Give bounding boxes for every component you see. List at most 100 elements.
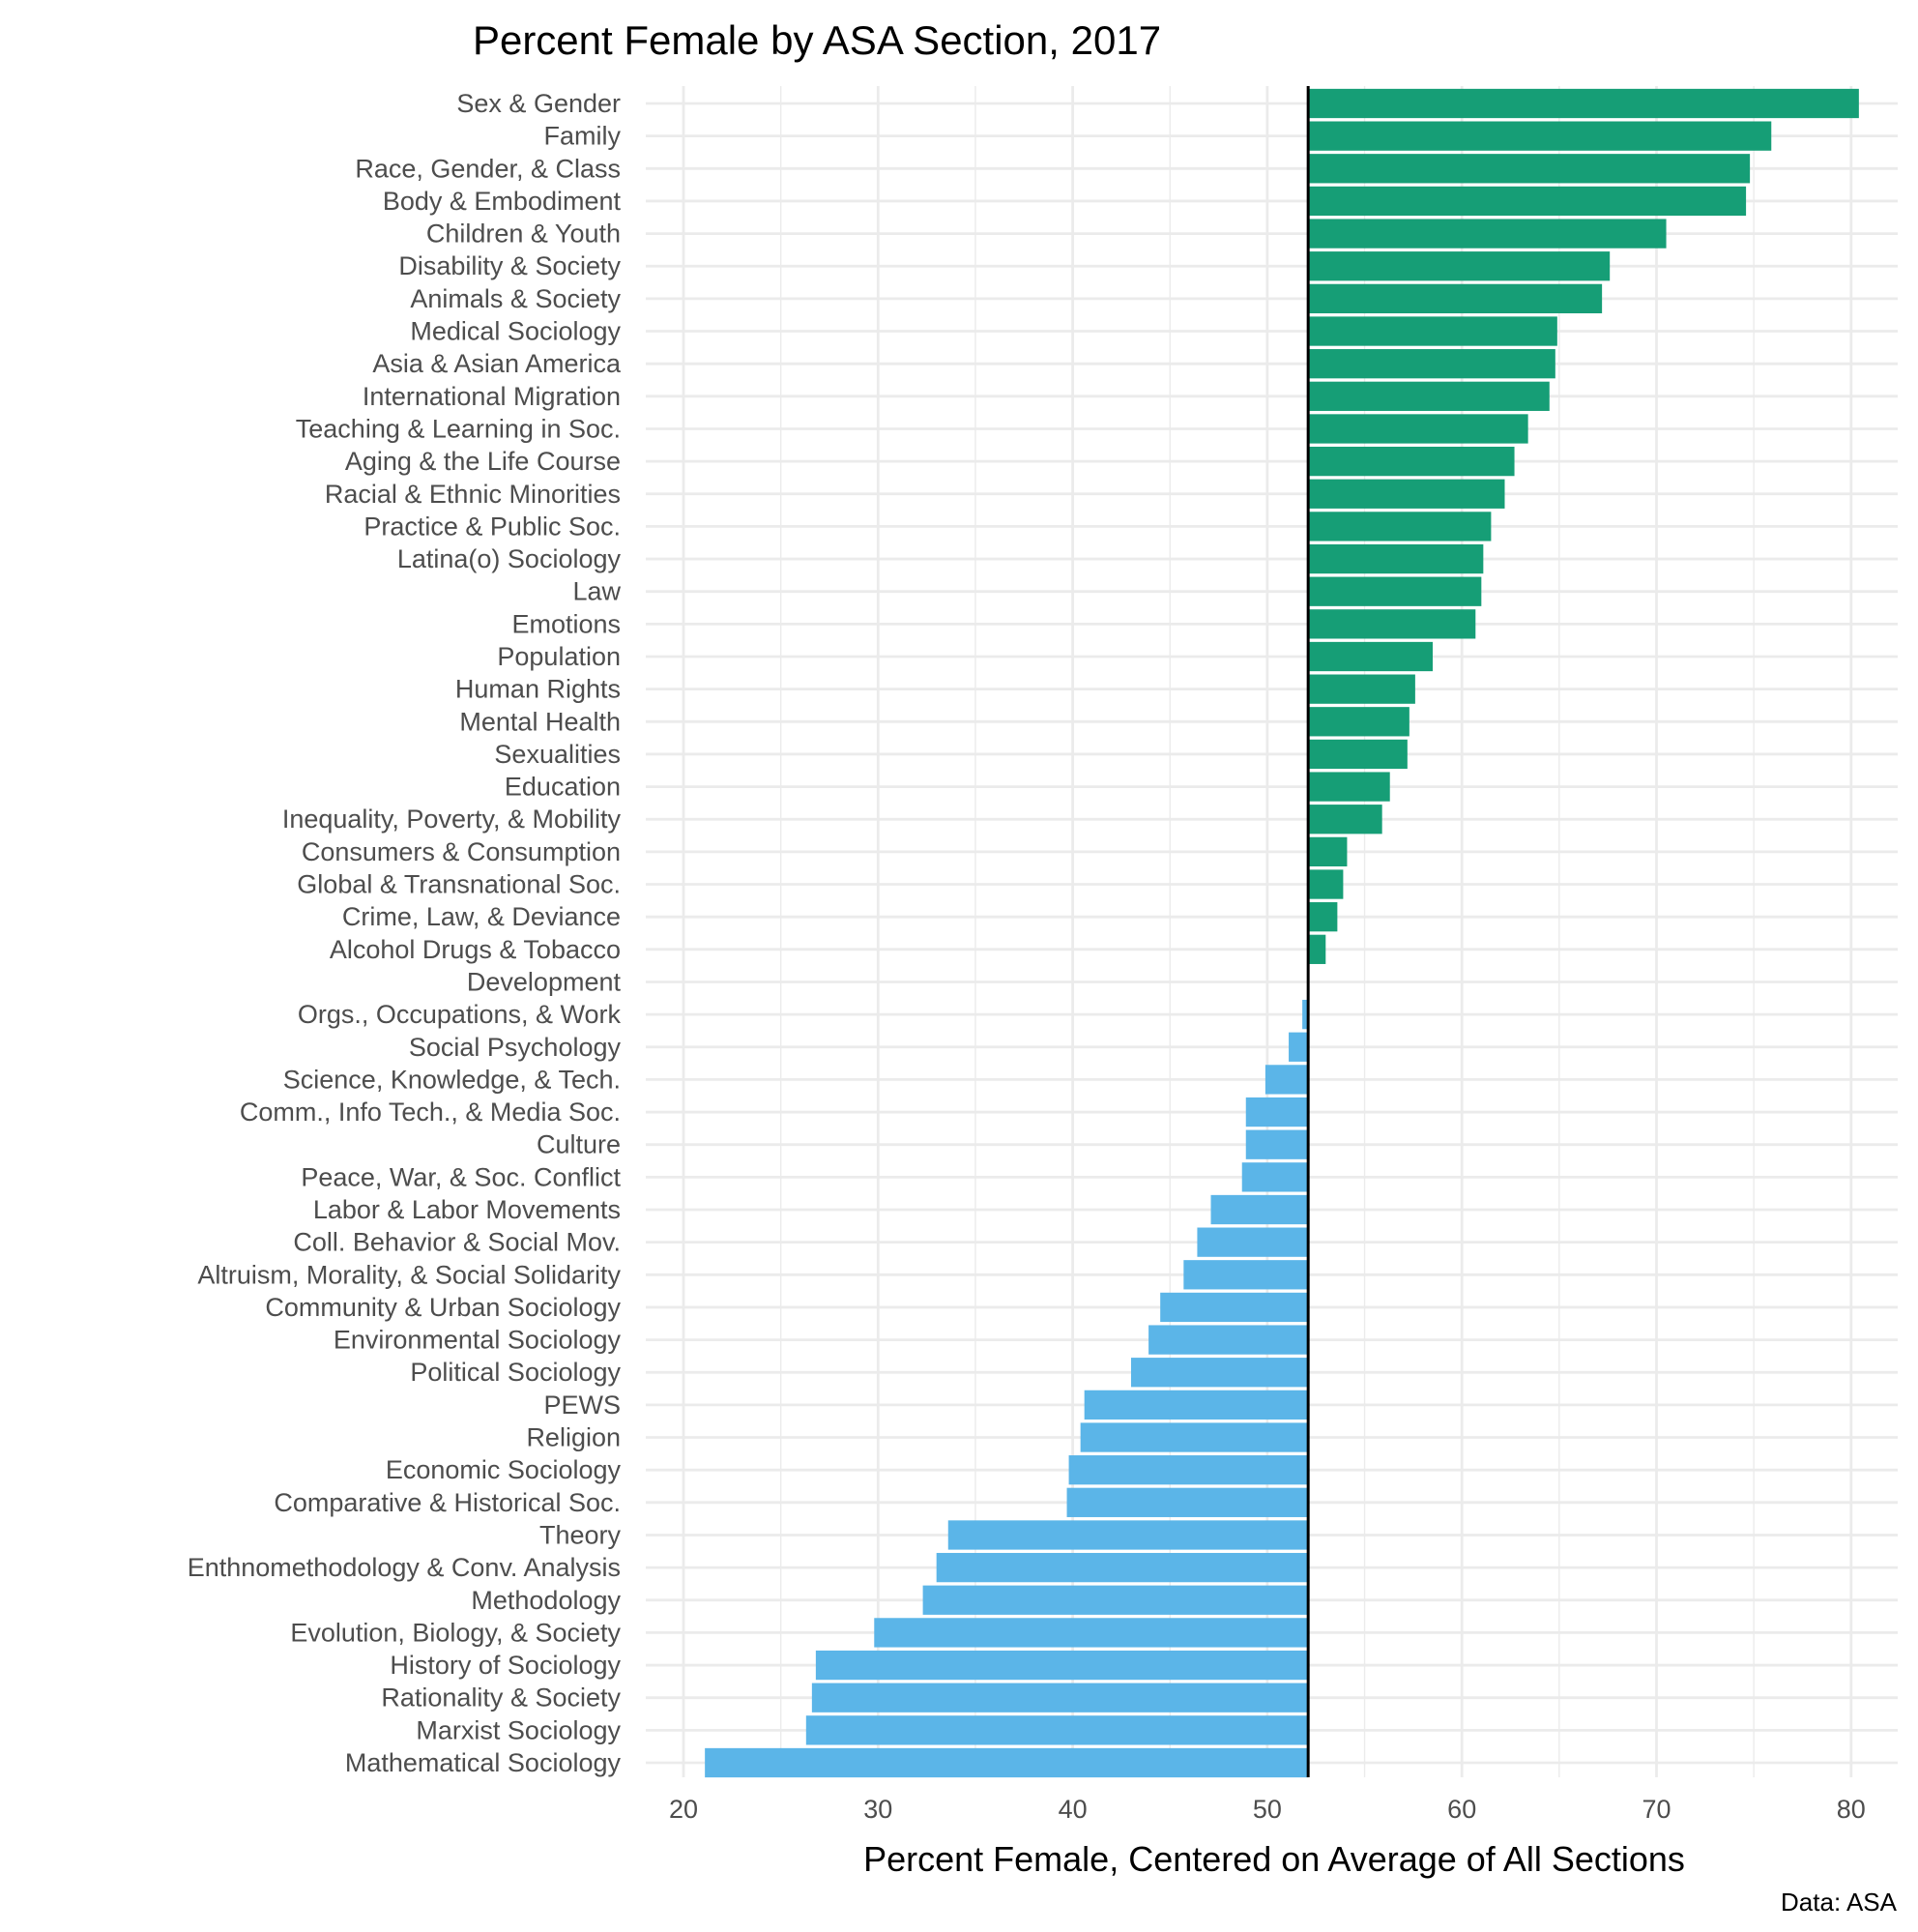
y-tick-label: Education [505, 773, 621, 802]
y-tick-label: Community & Urban Sociology [265, 1293, 621, 1322]
y-tick-label: International Migration [363, 382, 621, 411]
bar [1160, 1292, 1309, 1323]
y-tick-label: Development [467, 967, 622, 996]
bar [1308, 609, 1476, 639]
y-tick-label: Economic Sociology [386, 1455, 622, 1484]
y-tick-label: Labor & Labor Movements [313, 1195, 621, 1224]
bar [1130, 1358, 1309, 1388]
y-tick-label: Marxist Sociology [416, 1715, 621, 1744]
y-tick-label: Comm., Info Tech., & Media Soc. [240, 1098, 621, 1127]
bar [1308, 316, 1557, 346]
y-tick-label: Peace, War, & Soc. Conflict [301, 1162, 621, 1191]
bar [1068, 1455, 1309, 1485]
y-tick-label: Asia & Asian America [372, 349, 622, 378]
bar [1084, 1390, 1309, 1420]
bar [1308, 805, 1382, 834]
bar [922, 1585, 1309, 1615]
bar [1308, 154, 1751, 184]
bar [1308, 349, 1555, 379]
y-tick-label: Culture [537, 1130, 621, 1159]
x-axis-label: Percent Female, Centered on Average of A… [863, 1839, 1685, 1879]
bar [1308, 512, 1492, 542]
y-tick-label: Science, Knowledge, & Tech. [283, 1065, 621, 1094]
bar [1308, 88, 1859, 119]
y-tick-label: Animals & Society [410, 284, 621, 313]
y-tick-label: Political Sociology [410, 1358, 621, 1387]
bar [805, 1715, 1309, 1745]
bar [1264, 1065, 1309, 1095]
y-tick-label: Rationality & Society [381, 1683, 621, 1712]
y-tick-label: Crime, Law, & Deviance [342, 902, 621, 931]
bar [811, 1683, 1309, 1712]
bar [1245, 1097, 1309, 1127]
bar [1183, 1260, 1309, 1290]
y-tick-label: Latina(o) Sociology [397, 544, 622, 573]
bar [1308, 674, 1415, 704]
bar [1197, 1227, 1309, 1257]
y-tick-label: Evolution, Biology, & Society [290, 1618, 621, 1647]
bar [1308, 739, 1408, 770]
y-tick-label: Consumers & Consumption [302, 837, 621, 866]
x-tick-label: 80 [1837, 1795, 1866, 1824]
y-tick-label: Race, Gender, & Class [355, 154, 621, 183]
y-tick-label: Social Psychology [409, 1033, 622, 1062]
x-tick-label: 30 [863, 1795, 892, 1824]
y-tick-label: Environmental Sociology [334, 1326, 622, 1355]
y-tick-label: Law [572, 577, 621, 606]
y-tick-label: Comparative & Historical Soc. [274, 1488, 621, 1517]
bar [936, 1552, 1309, 1583]
y-tick-label: Children & Youth [426, 220, 621, 249]
x-tick-label: 60 [1447, 1795, 1476, 1824]
y-tick-label: Methodology [471, 1586, 621, 1615]
bar [1308, 902, 1338, 932]
bar [1308, 381, 1550, 411]
bar [1241, 1162, 1309, 1192]
bar [1308, 283, 1603, 314]
y-tick-label: Sexualities [494, 740, 621, 769]
y-tick-label: Human Rights [455, 675, 621, 704]
bar [1308, 121, 1772, 151]
bar [1245, 1129, 1309, 1159]
bar [1308, 772, 1390, 802]
y-tick-label: Coll. Behavior & Social Mov. [293, 1228, 621, 1257]
y-tick-label: Inequality, Poverty, & Mobility [282, 805, 622, 834]
y-tick-label: Racial & Ethnic Minorities [325, 480, 621, 509]
bar [1308, 641, 1434, 672]
y-tick-label: Theory [539, 1520, 622, 1549]
chart-title: Percent Female by ASA Section, 2017 [473, 17, 1161, 63]
y-tick-label: Aging & the Life Course [345, 447, 621, 476]
bar [705, 1747, 1309, 1778]
y-tick-label: Emotions [511, 609, 621, 638]
y-tick-label: Body & Embodiment [383, 187, 622, 216]
y-tick-label: Medical Sociology [410, 317, 621, 346]
y-tick-label: Disability & Society [398, 251, 621, 280]
bar [1210, 1194, 1309, 1225]
bars [705, 88, 1859, 1778]
bar [1308, 576, 1482, 606]
bar [1308, 543, 1484, 574]
bar [1308, 251, 1611, 281]
bar [1308, 479, 1505, 509]
caption: Data: ASA [1781, 1888, 1898, 1917]
bar [1308, 707, 1409, 737]
bar [1302, 999, 1309, 1030]
bar [1308, 869, 1344, 899]
y-tick-label: Family [544, 122, 622, 151]
y-tick-label: Altruism, Morality, & Social Solidarity [197, 1260, 621, 1289]
bar [1308, 446, 1515, 477]
bar [1066, 1487, 1309, 1517]
x-tick-label: 40 [1059, 1795, 1088, 1824]
bar [1308, 186, 1747, 217]
bar [947, 1520, 1309, 1550]
y-tick-label: Alcohol Drugs & Tobacco [330, 935, 621, 964]
y-tick-label: Enthnomethodology & Conv. Analysis [188, 1553, 621, 1582]
y-tick-label: Mathematical Sociology [345, 1748, 622, 1777]
y-axis-labels: Sex & Gender Family Race, Gender, & Class B… [188, 89, 622, 1777]
x-tick-label: 50 [1253, 1795, 1282, 1824]
x-tick-label: 20 [669, 1795, 698, 1824]
y-tick-label: Teaching & Learning in Soc. [296, 414, 621, 443]
bar [1289, 1032, 1309, 1062]
y-tick-label: Mental Health [459, 707, 621, 736]
y-tick-label: Population [497, 642, 621, 671]
